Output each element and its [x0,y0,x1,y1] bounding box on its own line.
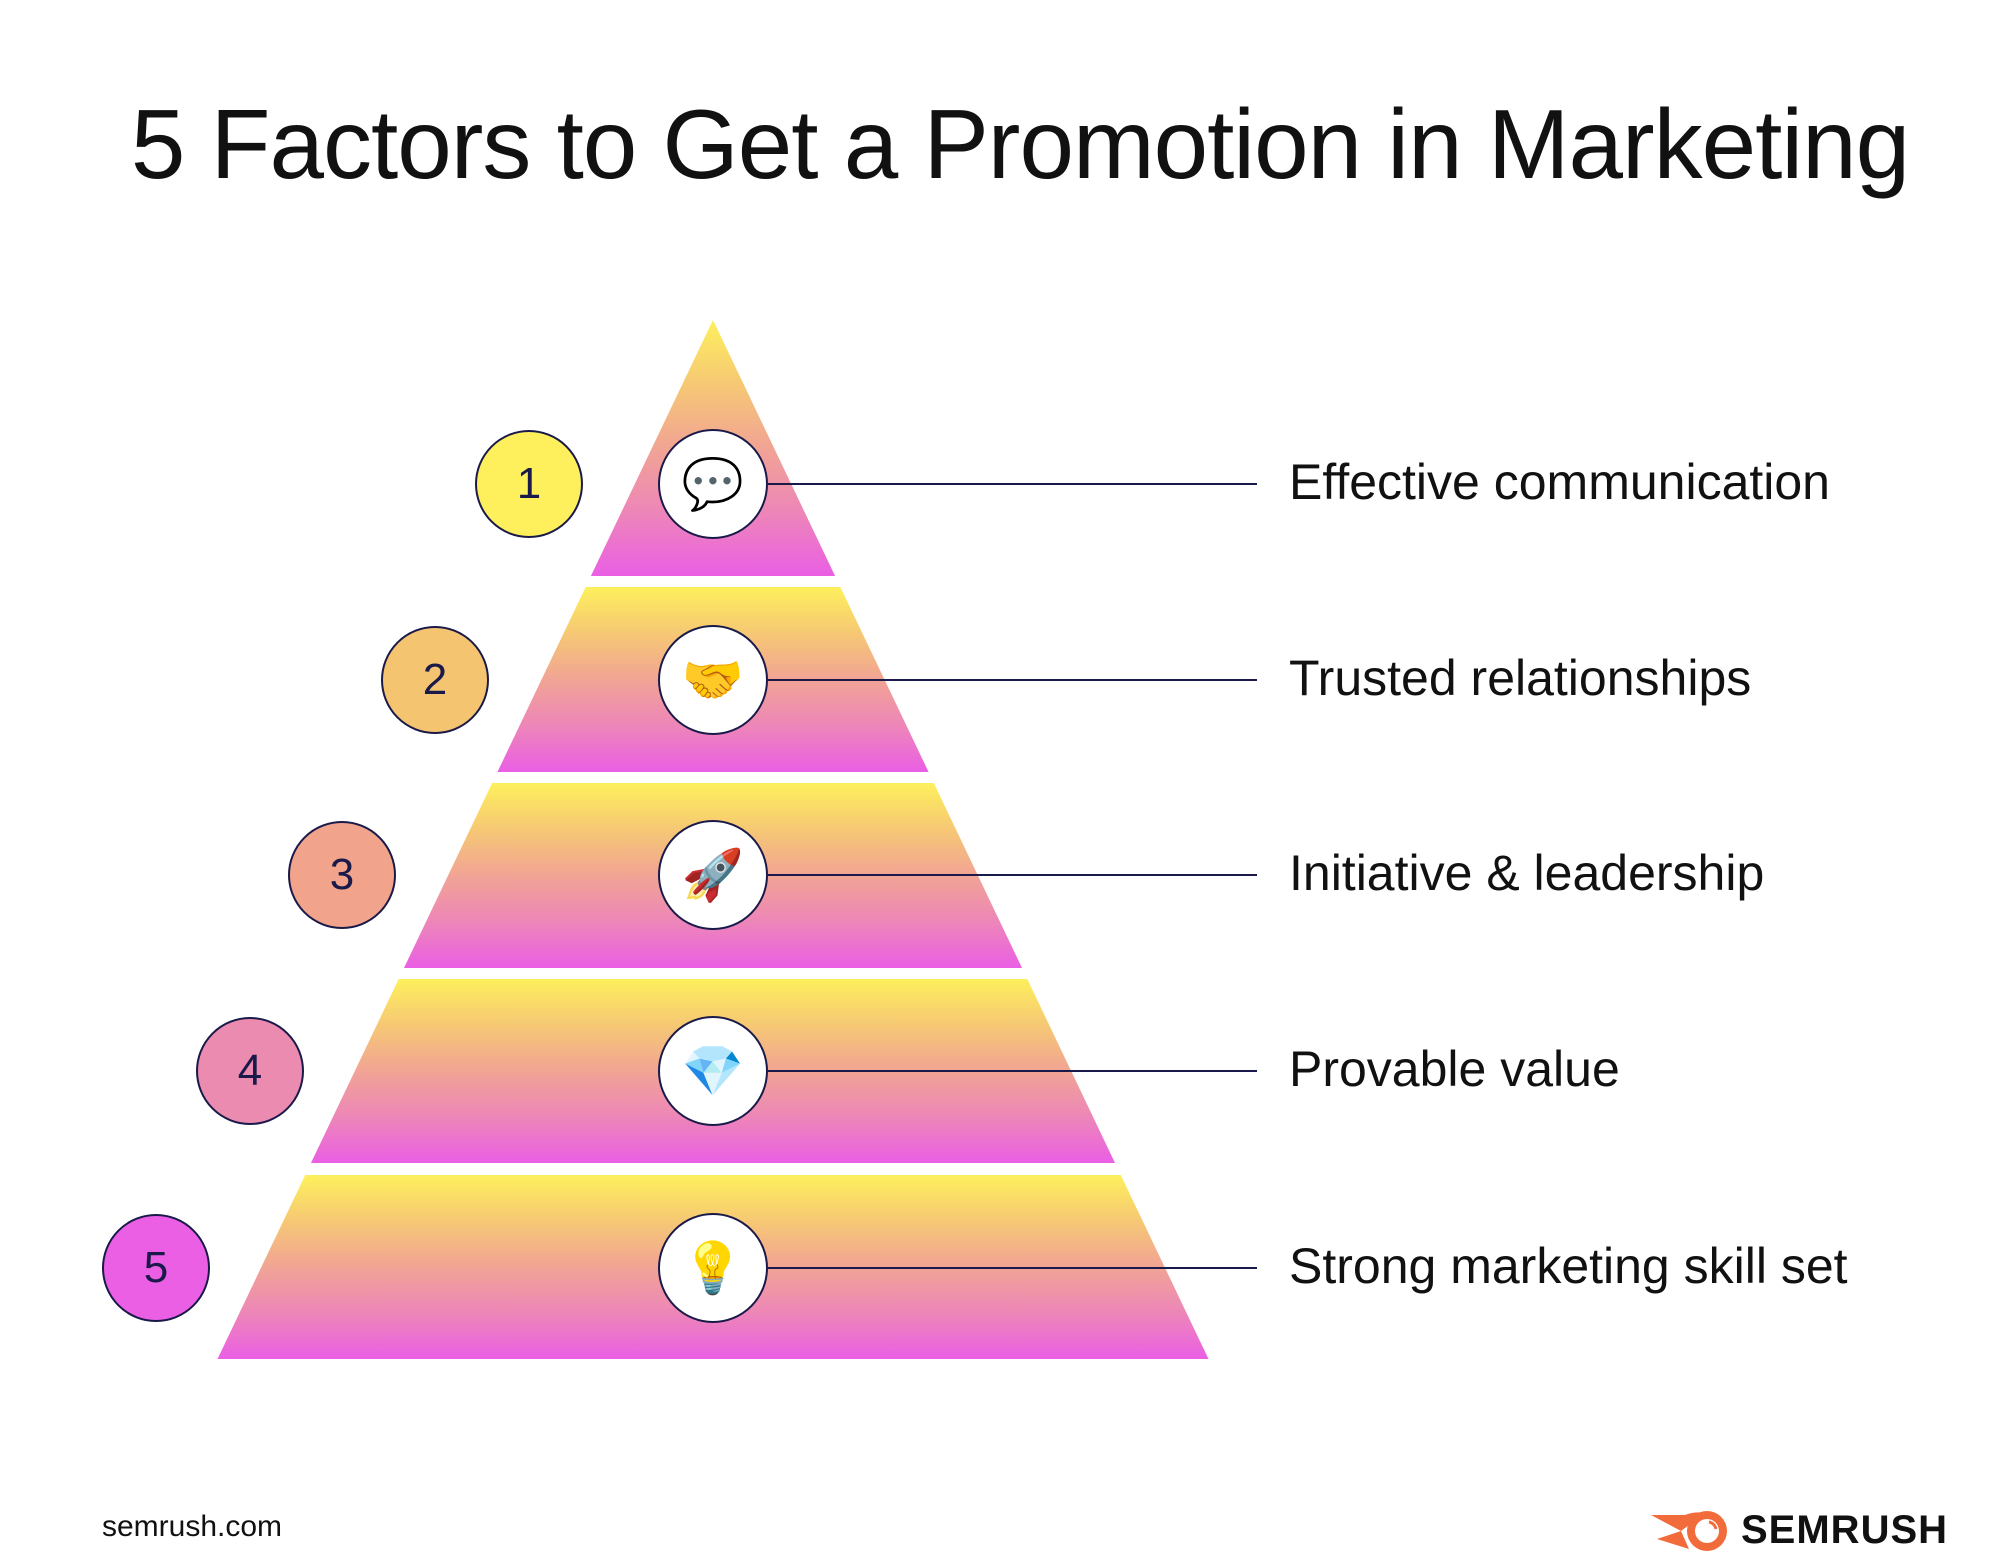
semrush-comet-icon [1651,1510,1727,1551]
rocket-icon: 🚀 [658,820,768,930]
gem-icon: 💎 [658,1016,768,1126]
connector-line [768,1070,1257,1072]
factor-label: Strong marketing skill set [1289,1238,1848,1294]
factor-label: Provable value [1289,1041,1620,1097]
factor-number-badge: 3 [288,821,396,929]
connector-line [768,483,1257,485]
handshake-icon: 🤝 [658,625,768,735]
semrush-logo: SEMRUSH [1651,1508,1948,1553]
page-title: 5 Factors to Get a Promotion in Marketin… [130,89,1910,199]
factor-label: Effective communication [1289,454,1830,510]
factor-label: Trusted relationships [1289,650,1752,706]
light-bulb-icon: 💡 [658,1213,768,1323]
connector-line [768,679,1257,681]
factor-number-badge: 5 [102,1214,210,1322]
footer-site: semrush.com [102,1510,283,1543]
factor-number-badge: 1 [475,430,583,538]
factor-number-badge: 2 [381,626,489,734]
speech-bubble-icon: 💬 [658,429,768,539]
logo-text: SEMRUSH [1741,1508,1949,1552]
connector-line [768,1267,1257,1269]
factor-label: Initiative & leadership [1289,845,1765,901]
factor-number-badge: 4 [196,1017,304,1125]
connector-line [768,874,1257,876]
